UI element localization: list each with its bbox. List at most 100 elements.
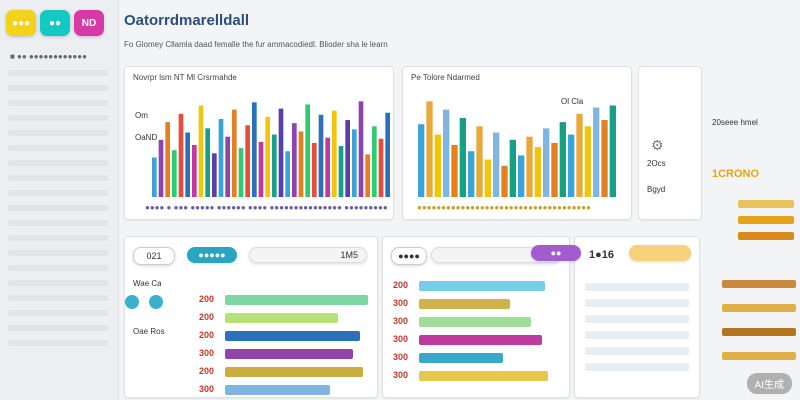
bar: [245, 125, 250, 197]
sidebar-item[interactable]: [8, 175, 108, 181]
bar: [165, 122, 170, 197]
row-bar: [419, 353, 503, 363]
metric-pill-3[interactable]: [629, 245, 691, 261]
logo-button-1[interactable]: ●●●: [6, 10, 36, 36]
chart-label-1: Om: [135, 111, 148, 120]
metric-value-pill[interactable]: 1M5: [249, 247, 367, 263]
row-number: 200: [199, 312, 215, 322]
row-bar: [225, 313, 338, 323]
row-bar: [225, 367, 363, 377]
sidebar-item[interactable]: [8, 220, 108, 226]
bar: [278, 108, 284, 197]
chart-label-2: OaND: [135, 133, 158, 142]
sidebar-item[interactable]: [8, 235, 108, 241]
bar: [426, 101, 433, 197]
bar: [178, 113, 184, 197]
page-title: Oatorrdmarelldall: [124, 12, 250, 29]
metric-badge-3: ●●: [531, 245, 581, 261]
row-bar: [419, 299, 510, 309]
bar: [265, 116, 270, 197]
sidebar-item[interactable]: [8, 85, 108, 91]
slider-knob[interactable]: [149, 295, 163, 309]
bar: [509, 139, 516, 197]
stat-label: Bgyd: [647, 185, 666, 194]
list-line: [585, 315, 689, 323]
row-number: 300: [393, 298, 409, 308]
logo-buttons: ●●● ●● ND: [6, 10, 104, 36]
bar: [285, 151, 290, 197]
slider-knob[interactable]: [125, 295, 139, 309]
sidebar-item[interactable]: [8, 100, 108, 106]
bar: [205, 128, 210, 197]
metric-value-3: 1●16: [589, 249, 614, 261]
bar: [576, 113, 583, 197]
bar: [584, 126, 591, 197]
sidebar-item[interactable]: [8, 310, 108, 316]
row-number: 300: [393, 370, 409, 380]
metric-label-1: Wae Ca: [133, 279, 162, 288]
sidebar-item[interactable]: [8, 280, 108, 286]
bar: [609, 105, 616, 197]
row-number: 300: [199, 384, 215, 394]
bar: [305, 104, 310, 197]
bar: [238, 148, 244, 197]
sidebar-item[interactable]: [8, 325, 108, 331]
bar: [332, 110, 337, 197]
bar-chart-left: [152, 101, 390, 197]
page-subtitle: Fo Glomey Cllamla daad femalle the fur a…: [124, 40, 388, 49]
bar: [298, 131, 304, 197]
bar: [468, 151, 475, 197]
metric-pill[interactable]: ●●●●●: [187, 247, 237, 263]
metric-badge-2: ●●●●: [391, 247, 427, 265]
sidebar-item[interactable]: [8, 205, 108, 211]
sidebar-list: [8, 70, 108, 355]
sidebar-item[interactable]: [8, 130, 108, 136]
sidebar-item[interactable]: [8, 265, 108, 271]
bar: [526, 136, 533, 197]
row-number: 300: [393, 352, 409, 362]
chart-icon: ⚙: [651, 137, 664, 153]
bar: [185, 132, 190, 197]
metric-label-2: Oae Ros: [133, 327, 165, 336]
right-strip: [738, 200, 794, 208]
row-number: 200: [199, 366, 215, 376]
sidebar-item[interactable]: [8, 70, 108, 76]
sidebar-item[interactable]: [8, 115, 108, 121]
bar: [551, 142, 558, 197]
metrics-card-1: 021 ●●●●● 1M5 Wae Ca Oae Ros 200 200 200 30…: [124, 236, 378, 398]
bar: [358, 101, 364, 197]
bar: [418, 124, 425, 197]
bar: [225, 136, 230, 197]
chart-legend-right: ●●●●●●●●●●●●●●●●●●●●●●●●●●●●●●●●●●●●: [417, 203, 591, 212]
right-strip: [738, 232, 794, 240]
bar: [212, 153, 217, 197]
logo-button-2[interactable]: ●●: [40, 10, 70, 36]
row-bar: [225, 331, 360, 341]
bar: [232, 109, 237, 197]
chart-card-left: Novrpr lsm NT Ml Crsrmahde Om OaND ●●●● …: [124, 66, 394, 220]
right-strip: [738, 216, 794, 224]
row-number: 300: [199, 348, 215, 358]
sidebar-item[interactable]: [8, 295, 108, 301]
bar: [601, 120, 608, 197]
right-panel-title: 20seee hmel: [712, 118, 758, 127]
bar: [518, 155, 525, 197]
sidebar-item[interactable]: [8, 190, 108, 196]
bar: [534, 147, 541, 197]
chart-legend: ●●●● ● ●●● ●●●●● ●●●●●● ●●●● ●●●●●●●●●●●…: [145, 203, 388, 212]
sidebar-item[interactable]: [8, 250, 108, 256]
bar: [501, 165, 508, 197]
sidebar-item[interactable]: [8, 160, 108, 166]
row-bar: [225, 349, 353, 359]
sidebar-item[interactable]: [8, 145, 108, 151]
list-line: [585, 299, 689, 307]
logo-button-3[interactable]: ND: [74, 10, 104, 36]
bar: [568, 134, 575, 197]
list-line: [585, 363, 689, 371]
list-line: [585, 331, 689, 339]
right-strip: [722, 280, 796, 288]
bar: [378, 138, 384, 197]
list-line: [585, 347, 689, 355]
sidebar-item[interactable]: [8, 340, 108, 346]
